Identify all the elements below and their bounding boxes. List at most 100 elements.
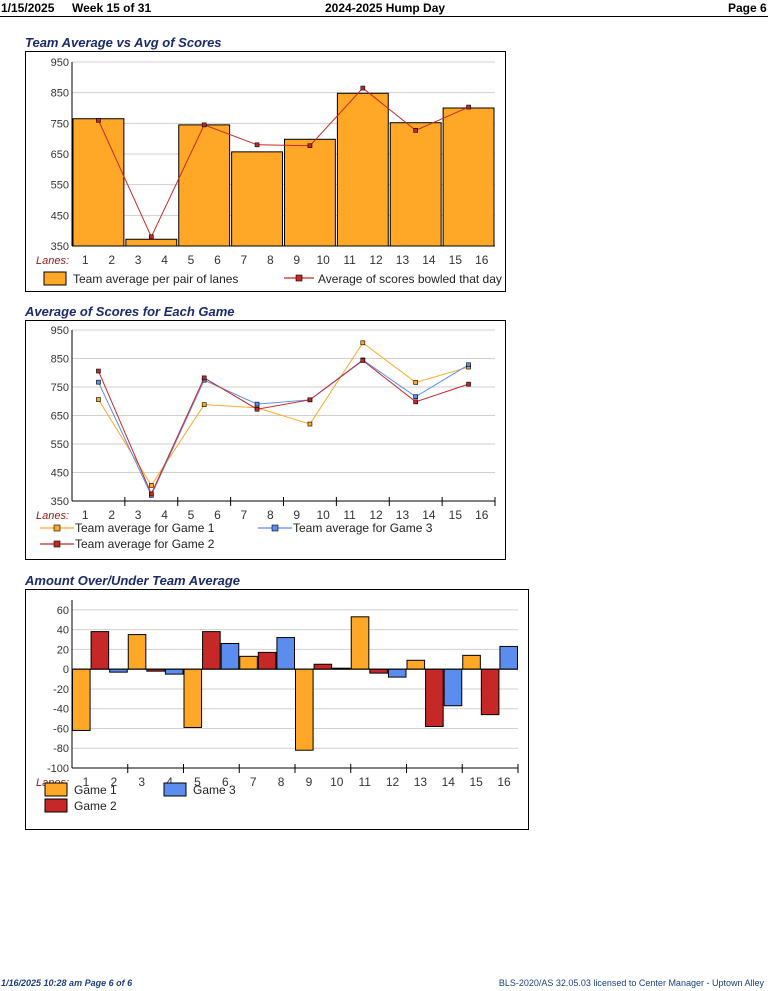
legend-label-avg-scores: Average of scores bowled that day [318,272,502,286]
legend-swatch-team-average [43,271,67,286]
avg-scores-point [201,122,207,128]
series-line-game-2 [97,359,469,496]
series-point-game-2 [96,368,101,374]
avg-scores-point [254,142,260,148]
lane-tick-label: 11 [343,253,356,267]
series-point-game-2 [360,358,366,363]
y-tick-label: 0 [63,664,69,676]
avg-scores-point [466,104,471,110]
chart2-title: Average of Scores for Each Game [25,304,235,319]
y-tick-label: 550 [51,180,69,192]
legend-swatch-game-2 [44,798,68,813]
lane-tick-label: 10 [316,253,330,267]
series-point-game-1 [360,340,366,346]
bar-lanes-3-4 [125,238,178,247]
lane-tick-label: 9 [306,775,313,789]
y-tick-label: 450 [51,468,69,480]
chart3-title: Amount Over/Under Team Average [25,573,241,588]
bar-game-2 [313,663,333,670]
page-header: 1/15/2025 Week 15 of 31 2024-2025 Hump D… [0,0,768,17]
series-point-game-3 [466,362,471,368]
lane-tick-label: 6 [214,253,221,267]
lane-tick-label: 5 [188,253,195,267]
bar-game-2 [90,631,110,670]
series-point-game-2 [466,381,471,387]
series-point-game-2 [254,406,260,412]
bar-lanes-1-2 [72,118,125,247]
series-point-game-2 [413,399,418,405]
chart1-frame: 350 450 550 650 750 850 950 Lanes: 1 2 3 4 5 6 7 8 9 10 11… [25,51,506,292]
bar-game-3 [220,642,240,670]
legend-swatch-game-1 [44,782,68,797]
bar-lanes-13-14 [389,122,442,247]
y-tick-label: 450 [51,210,69,222]
lane-tick-label: 2 [110,775,117,789]
y-tick-label: -20 [53,684,69,696]
lane-tick-label: 15 [449,253,463,267]
series-point-game-1 [96,397,101,402]
lane-tick-label: 11 [343,508,356,522]
lane-tick-label: 13 [414,775,428,789]
lane-tick-label: 14 [442,775,456,789]
lane-tick-label: 12 [369,508,383,522]
avg-scores-line [97,87,469,238]
bar-game-3 [164,668,184,675]
lane-tick-label: 11 [358,775,371,789]
lane-tick-label: 2 [108,253,115,267]
lane-tick-label: 4 [161,508,168,522]
lane-tick-label: 4 [161,253,168,267]
y-tick-label: -100 [47,763,69,775]
y-tick-label: 550 [51,439,69,451]
lane-tick-label: 2 [108,508,115,522]
chart3-frame: -100-80-60-40-200204060Lanes:12345678910… [25,589,529,830]
lane-tick-label: 13 [396,508,410,522]
y-tick-label: -60 [53,723,69,735]
lane-tick-label: 13 [396,253,410,267]
bar-game-1 [183,668,203,728]
lane-tick-label: 10 [330,775,344,789]
bar-game-2 [202,631,221,670]
avg-scores-point [96,117,101,123]
legend-marker-game-3 [271,524,279,532]
series-point-game-1 [307,421,313,427]
series-point-game-3 [413,394,418,399]
bar-lanes-5-6 [178,124,231,247]
y-tick-label: 350 [51,241,69,253]
legend-marker-game-2 [53,540,61,548]
series-point-game-1 [201,402,207,407]
series-point-game-1 [149,483,154,488]
lane-tick-label: 5 [188,508,195,522]
series-point-game-1 [413,380,418,385]
legend-label-game-3: Game 3 [193,783,236,797]
lane-tick-label: 6 [222,775,229,789]
legend-marker-game-1 [53,524,61,532]
bar-game-3 [499,645,518,670]
y-tick-label: 750 [51,382,69,394]
bar-game-1 [350,616,370,670]
legend-marker-avg-scores [295,274,303,282]
y-tick-label: 20 [57,644,69,656]
lane-tick-label: 9 [293,508,300,522]
lane-tick-label: 14 [422,253,436,267]
footer-printed: 1/16/2025 10:28 am Page 6 of 6 [1,978,133,988]
bar-game-3 [387,668,407,678]
y-tick-label: -80 [53,743,69,755]
lane-tick-label: 7 [241,508,248,522]
y-tick-label: 350 [51,496,69,508]
header-week: Week 15 of 31 [72,1,152,15]
lane-tick-label: 16 [475,508,489,522]
bar-game-3 [276,637,296,670]
y-tick-label: 950 [51,325,69,337]
series-point-game-2 [149,491,154,497]
legend-label-game-2: Team average for Game 2 [75,537,215,551]
chart2-frame: 350 450 550 650 750 850 950 Lanes: 1 2 3 4 5 6 7 8 9 10 11… [25,320,506,560]
footer-license: BLS-2020/AS 32.05.03 licensed to Center … [498,978,764,988]
lane-tick-label: 6 [214,508,221,522]
lane-tick-label: 16 [475,253,489,267]
lane-tick-label: 15 [449,508,463,522]
y-tick-label: 40 [57,625,69,637]
bar-lanes-7-8 [231,151,283,247]
avg-scores-point [149,234,154,240]
